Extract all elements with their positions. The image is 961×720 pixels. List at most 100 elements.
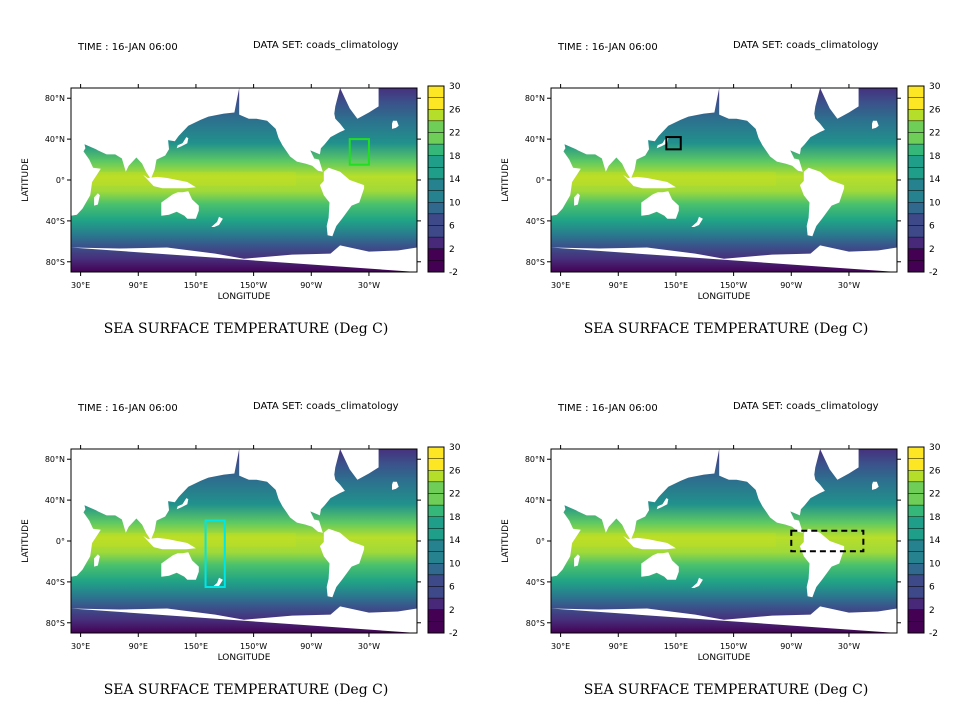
- region-box: [665, 136, 682, 151]
- y-tick-label: 0°: [536, 176, 545, 185]
- colorbar-segment: [427, 213, 445, 226]
- colorbar-tick-label: 22: [929, 129, 940, 139]
- antarctica-land: [71, 606, 417, 633]
- x-tick-label: 90°W: [300, 642, 322, 651]
- colorbar-tick-label: 14: [929, 536, 941, 546]
- indonesia-land: [143, 535, 196, 550]
- colorbar-tick-label: 10: [929, 198, 941, 208]
- colorbar-tick-label: 22: [449, 490, 460, 500]
- warm-pool-band: [71, 532, 296, 547]
- greenland-land: [820, 449, 859, 480]
- colorbar-segment: [427, 458, 445, 471]
- madagascar-land: [94, 193, 100, 206]
- colorbar-segment: [907, 621, 925, 634]
- dataset-label: DATA SET: coads_climatology: [733, 401, 879, 412]
- y-tick-label: 0°: [56, 537, 65, 546]
- colorbar-segment: [427, 574, 445, 587]
- colorbar-segment: [427, 551, 445, 564]
- colorbar-segment: [907, 248, 925, 261]
- colorbar-segment: [907, 574, 925, 587]
- colorbar-segment: [907, 481, 925, 494]
- time-label: TIME : 16-JAN 06:00: [557, 42, 658, 53]
- plot-title: SEA SURFACE TEMPERATURE (Deg C): [584, 682, 869, 698]
- australia-land: [161, 191, 199, 219]
- colorbar-tick-label: 22: [449, 129, 460, 139]
- x-tick-label: 30°W: [838, 642, 860, 651]
- colorbar-tick-label: 18: [929, 513, 941, 523]
- british-isles-land: [872, 120, 879, 129]
- south-america-land: [319, 528, 365, 598]
- north-america-land: [239, 88, 345, 172]
- colorbar-frame: [907, 85, 925, 273]
- colorbar-tick-label: -2: [929, 268, 938, 278]
- x-axis-label: LONGITUDE: [698, 653, 751, 663]
- colorbar-segment: [427, 202, 445, 215]
- x-axis-label: LONGITUDE: [698, 292, 751, 302]
- x-tick-label: 150°E: [664, 281, 688, 290]
- antarctica-land: [71, 245, 417, 272]
- colorbar-segment: [427, 516, 445, 529]
- y-tick-label: 40°N: [45, 496, 65, 505]
- australia-land: [641, 191, 679, 219]
- warm-pool-band: [551, 171, 776, 186]
- colorbar-segment: [427, 597, 445, 610]
- colorbar-segment: [427, 493, 445, 506]
- y-tick-label: 80°S: [526, 619, 545, 628]
- colorbar-segment: [907, 528, 925, 541]
- colorbar-segment: [907, 85, 925, 98]
- dataset-label: DATA SET: coads_climatology: [253, 40, 399, 51]
- y-axis-label: LATITUDE: [21, 519, 31, 563]
- new-zealand-land: [211, 216, 223, 227]
- colorbar-tick-label: 10: [449, 559, 461, 569]
- colorbar-tick-label: 26: [929, 105, 941, 115]
- plot-title: SEA SURFACE TEMPERATURE (Deg C): [104, 682, 389, 698]
- colorbar-segment: [427, 190, 445, 203]
- new-zealand-land: [211, 577, 223, 588]
- y-tick-label: 80°S: [526, 258, 545, 267]
- colorbar-tick-label: -2: [449, 629, 458, 639]
- y-tick-label: 40°S: [46, 578, 65, 587]
- antarctica-land: [551, 245, 897, 272]
- colorbar-segment: [907, 470, 925, 483]
- x-tick-label: 150°W: [240, 642, 267, 651]
- colorbar-segment: [907, 178, 925, 191]
- x-tick-label: 90°W: [300, 281, 322, 290]
- colorbar-segment: [427, 481, 445, 494]
- colorbar-segment: [427, 85, 445, 98]
- y-tick-label: 80°S: [46, 258, 65, 267]
- colorbar-segment: [907, 586, 925, 599]
- british-isles-land: [872, 481, 879, 490]
- dataset-label: DATA SET: coads_climatology: [733, 40, 879, 51]
- africa-eurasia-land: [35, 88, 240, 216]
- y-tick-label: 80°N: [525, 455, 545, 464]
- antarctica-land: [551, 606, 897, 633]
- x-tick-label: 30°W: [358, 642, 380, 651]
- chart-panel: TIME : 16-JAN 06:00 DATA SET: coads_clima…: [501, 401, 941, 698]
- y-tick-label: 80°N: [525, 94, 545, 103]
- colorbar-segment: [907, 120, 925, 133]
- colorbar-tick-label: 2: [929, 606, 935, 616]
- japan-land: [176, 137, 189, 149]
- x-tick-label: 30°E: [71, 281, 90, 290]
- colorbar-tick-label: 14: [449, 536, 461, 546]
- colorbar-segment: [907, 155, 925, 168]
- british-isles-land: [392, 481, 399, 490]
- colorbar-tick-label: 6: [449, 222, 455, 232]
- y-axis-label: LATITUDE: [501, 519, 511, 563]
- colorbar-segment: [907, 551, 925, 564]
- colorbar-tick-label: 10: [449, 198, 461, 208]
- colorbar-segment: [427, 109, 445, 122]
- colorbar-segment: [907, 109, 925, 122]
- land-mask: [35, 449, 417, 633]
- colorbar-segment: [907, 516, 925, 529]
- colorbar-frame: [427, 446, 445, 634]
- x-tick-label: 30°E: [551, 281, 570, 290]
- y-tick-label: 80°N: [45, 94, 65, 103]
- colorbar-tick-label: 6: [929, 583, 935, 593]
- plot-title: SEA SURFACE TEMPERATURE (Deg C): [584, 321, 869, 337]
- colorbar-frame: [907, 446, 925, 634]
- south-america-land: [799, 167, 845, 237]
- colorbar-segment: [427, 120, 445, 133]
- colorbar-segment: [907, 225, 925, 238]
- colorbar-segment: [907, 167, 925, 180]
